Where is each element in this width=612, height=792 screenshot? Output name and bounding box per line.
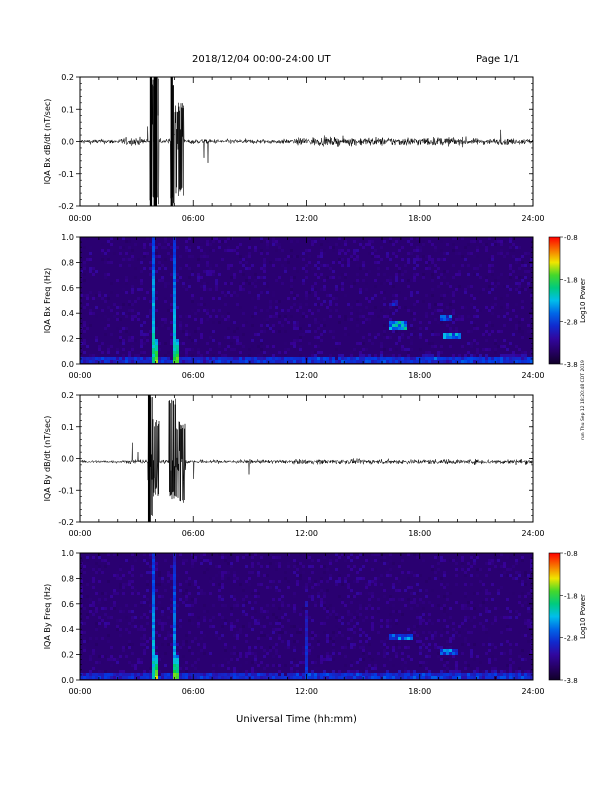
x-tick-label: 12:00 — [295, 371, 318, 380]
x-tick-label: 00:00 — [68, 529, 91, 538]
x-tick-label: 12:00 — [295, 529, 318, 538]
trace-line-0 — [80, 77, 533, 205]
y-tick-label: 1.0 — [61, 233, 74, 242]
colorbar-3 — [548, 552, 561, 681]
spectrogram-3 — [80, 553, 533, 680]
x-tick-label: 06:00 — [182, 371, 205, 380]
spectrogram-bg — [80, 237, 533, 364]
page-indicator: Page 1/1 — [476, 54, 520, 65]
colorbar-tick-label: -1.8 — [564, 276, 578, 284]
colorbar-1 — [548, 236, 561, 365]
y-axis-label: IQA By Freq (Hz) — [43, 584, 52, 650]
colorbar-tick-label: -0.8 — [564, 550, 578, 558]
y-tick-label: 0.4 — [61, 625, 74, 634]
y-axis-label: IQA By dB/dt (nT/sec) — [43, 416, 52, 502]
colorbar-tick-label: -1.8 — [564, 592, 578, 600]
y-tick-label: 0.0 — [61, 360, 74, 369]
y-tick-label: 0.4 — [61, 309, 74, 318]
x-tick-label: 24:00 — [521, 529, 544, 538]
y-tick-label: 0.0 — [61, 676, 74, 685]
run-credit: run Thu Sep 12 18:20:48 CDT 2019 — [580, 360, 586, 440]
colorbar-tick-label: -2.8 — [564, 635, 578, 643]
y-tick-label: 0.2 — [61, 651, 74, 660]
y-tick-label: -0.1 — [58, 486, 74, 495]
y-tick-label: 0.8 — [61, 258, 74, 267]
y-tick-label: -0.2 — [58, 518, 74, 527]
y-axis-label: IQA Bx dB/dt (nT/sec) — [43, 99, 52, 185]
x-tick-label: 18:00 — [408, 687, 431, 696]
burst-2 — [170, 77, 173, 206]
y-axis-label: IQA Bx Freq (Hz) — [43, 268, 52, 334]
y-tick-label: 0.1 — [61, 105, 74, 114]
colorbar-tick-label: -3.8 — [564, 677, 578, 685]
y-tick-label: 0.0 — [61, 455, 74, 464]
burst-1 — [153, 77, 158, 206]
x-tick-label: 00:00 — [68, 214, 91, 223]
spectrogram-1 — [80, 237, 533, 364]
x-tick-label: 00:00 — [68, 371, 91, 380]
x-tick-label: 06:00 — [182, 214, 205, 223]
y-tick-label: 1.0 — [61, 549, 74, 558]
x-tick-label: 06:00 — [182, 529, 205, 538]
x-tick-label: 00:00 — [68, 687, 91, 696]
colorbar-label: Log10 Power — [579, 278, 587, 323]
trace-2 — [80, 395, 533, 522]
colorbar-label: Log10 Power — [579, 594, 587, 639]
x-tick-label: 12:00 — [295, 687, 318, 696]
y-tick-label: 0.2 — [61, 335, 74, 344]
y-tick-label: 0.8 — [61, 574, 74, 583]
y-tick-label: 0.2 — [61, 73, 74, 82]
x-tick-label: 18:00 — [408, 529, 431, 538]
burst-0 — [149, 77, 153, 206]
colorbar-tick-label: -2.8 — [564, 319, 578, 327]
y-tick-label: 0.2 — [61, 391, 74, 400]
x-tick-label: 12:00 — [295, 214, 318, 223]
chart-title: 2018/12/04 00:00-24:00 UT — [192, 54, 331, 65]
y-tick-label: -0.1 — [58, 170, 74, 179]
x-tick-label: 24:00 — [521, 687, 544, 696]
y-tick-label: 0.0 — [61, 138, 74, 147]
y-tick-label: 0.6 — [61, 600, 74, 609]
x-tick-label: 06:00 — [182, 687, 205, 696]
y-tick-label: 0.1 — [61, 423, 74, 432]
x-tick-label: 18:00 — [408, 214, 431, 223]
x-axis-label: Universal Time (hh:mm) — [236, 714, 357, 725]
x-tick-label: 18:00 — [408, 371, 431, 380]
y-tick-label: 0.6 — [61, 284, 74, 293]
colorbar-tick-label: -3.8 — [564, 361, 578, 369]
y-tick-label: -0.2 — [58, 202, 74, 211]
x-tick-label: 24:00 — [521, 214, 544, 223]
trace-line-2 — [80, 396, 533, 520]
trace-0 — [80, 77, 533, 206]
colorbar-tick-label: -0.8 — [564, 234, 578, 242]
x-tick-label: 24:00 — [521, 371, 544, 380]
burst-0 — [147, 395, 151, 522]
